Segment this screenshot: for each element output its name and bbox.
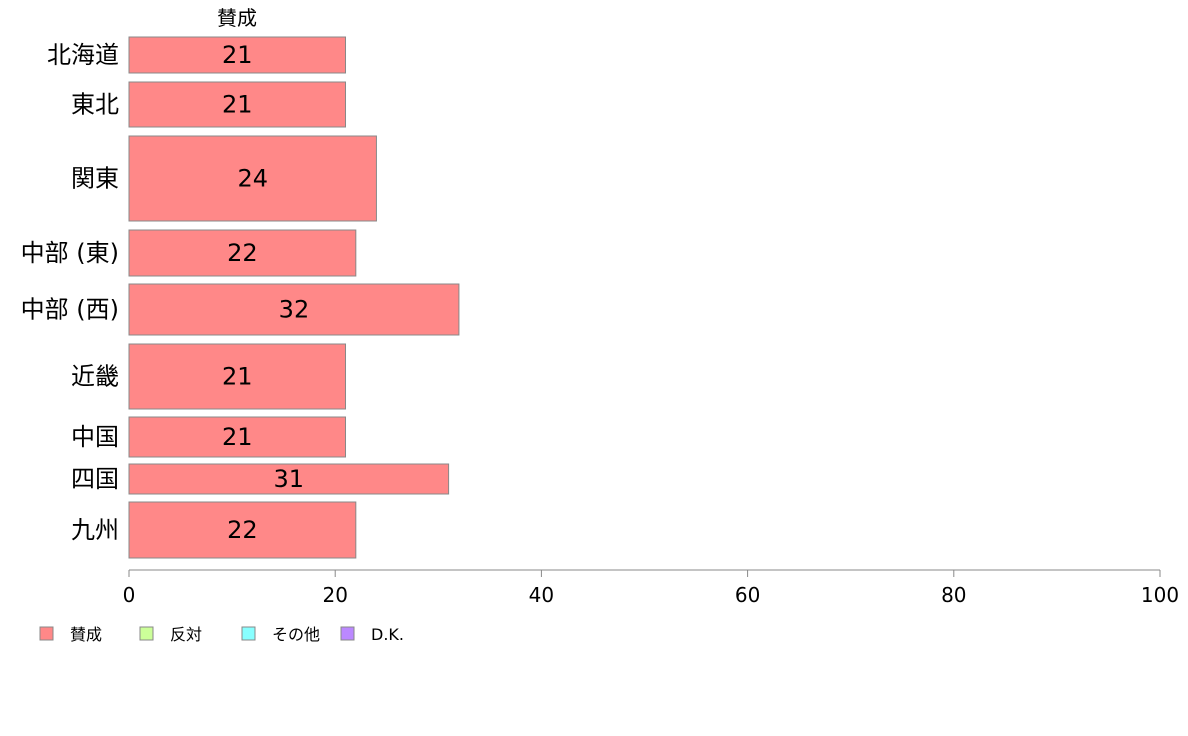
category-label: 関東	[71, 165, 119, 193]
data-label: 31	[274, 465, 305, 493]
bars-group: 北海道 21 東北 21 関東 24 中部 (東) 22 中部 (西) 32 近畿 21 中国 21 四国 3…	[21, 36, 460, 559]
bar-1	[128, 81, 347, 128]
x-tick-label: 0	[123, 583, 136, 607]
bar-5	[128, 343, 347, 410]
category-label: 九州	[71, 516, 119, 544]
legend-label: その他	[272, 625, 320, 644]
x-tick-label: 60	[735, 583, 760, 607]
data-label: 24	[237, 165, 268, 193]
column-title: 賛成	[217, 6, 257, 30]
legend-label: 反対	[170, 625, 202, 644]
data-label: 21	[222, 423, 253, 451]
category-label: 近畿	[71, 363, 119, 391]
data-label: 22	[227, 239, 258, 267]
legend-swatch	[241, 626, 256, 641]
bar-7	[128, 463, 450, 495]
data-label: 21	[222, 41, 253, 69]
data-label: 22	[227, 516, 258, 544]
bar-0	[128, 36, 347, 74]
bar-3	[128, 229, 357, 277]
x-tick-label: 80	[941, 583, 966, 607]
data-label: 32	[279, 296, 310, 324]
bar-6	[128, 416, 347, 458]
category-label: 中国	[71, 423, 119, 451]
bar-2	[128, 135, 377, 222]
data-label: 21	[222, 363, 253, 391]
legend-swatch	[139, 626, 154, 641]
legend: 賛成 反対 その他 D.K.	[39, 625, 404, 644]
category-label: 北海道	[47, 41, 119, 69]
category-label: 中部 (東)	[21, 239, 119, 267]
bar-8	[128, 501, 357, 559]
x-tick-label: 20	[322, 583, 347, 607]
category-label: 中部 (西)	[21, 296, 119, 324]
data-label: 21	[222, 91, 253, 119]
legend-swatch	[39, 626, 54, 641]
category-label: 東北	[71, 91, 119, 119]
legend-label: D.K.	[371, 625, 404, 644]
category-label: 四国	[71, 465, 119, 493]
x-axis: 0 20 40 60 80 100	[123, 569, 1179, 607]
x-tick-label: 40	[529, 583, 554, 607]
legend-swatch	[340, 626, 355, 641]
legend-label: 賛成	[70, 625, 102, 644]
x-tick-label: 100	[1141, 583, 1179, 607]
bar-4	[128, 283, 460, 336]
